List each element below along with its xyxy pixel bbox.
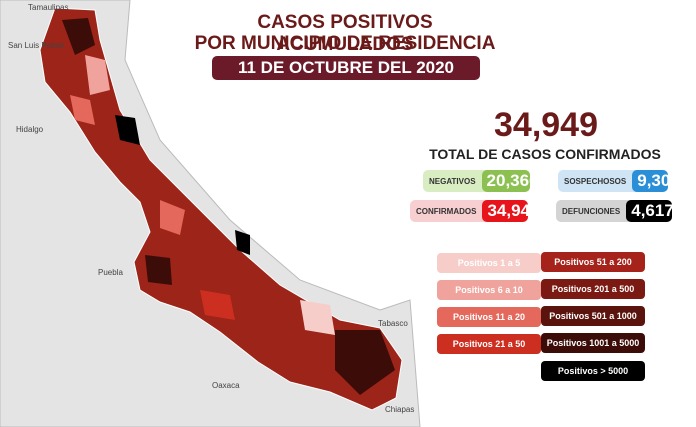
region: [335, 330, 395, 395]
region: [85, 55, 110, 95]
stat-value: 4,617: [626, 200, 672, 222]
legend-item: Positivos 21 a 50: [437, 334, 541, 354]
region: [62, 18, 95, 55]
legend-item: Positivos 1001 a 5000: [541, 333, 645, 353]
legend-item: Positivos 51 a 200: [541, 252, 645, 272]
region: [235, 230, 250, 255]
stat-value: 34,949: [482, 200, 528, 222]
map-label: Tabasco: [378, 319, 408, 328]
legend-item: Positivos 11 a 20: [437, 307, 541, 327]
region: [200, 290, 235, 320]
region: [70, 95, 95, 125]
map-label: Puebla: [98, 268, 123, 277]
map-label: Hidalgo: [16, 125, 44, 134]
region: [300, 300, 335, 335]
legend-item: Positivos 501 a 1000: [541, 306, 645, 326]
map-label: Oaxaca: [212, 381, 240, 390]
legend-item: Positivos 1 a 5: [437, 253, 541, 273]
map-label: Tamaulipas: [28, 3, 68, 12]
stat-box: DEFUNCIONES 4,617: [556, 200, 672, 222]
stat-label: CONFIRMADOS: [416, 206, 477, 216]
map-label: Chiapas: [385, 405, 414, 414]
legend-item: Positivos 6 a 10: [437, 280, 541, 300]
stat-box: NEGATIVOS 20,366: [423, 170, 530, 192]
legend-item: Positivos 201 a 500: [541, 279, 645, 299]
stat-value: 9,302: [632, 170, 668, 192]
legend-item: Positivos > 5000: [541, 361, 645, 381]
total-label: TOTAL DE CASOS CONFIRMADOS: [429, 146, 661, 162]
region: [160, 200, 185, 235]
stat-value: 20,366: [481, 170, 530, 192]
date: 11 DE OCTUBRE DEL 2020: [212, 56, 480, 80]
region: [145, 255, 172, 285]
title: POR MUNICIPIO DE RESIDENCIA: [194, 33, 496, 54]
title: CASOS POSITIVOS ACUMULADOS: [257, 12, 433, 55]
total-value: 34,949: [494, 106, 598, 144]
stat-box: CONFIRMADOS 34,949: [410, 200, 528, 222]
region: [115, 115, 140, 145]
stat-label: DEFUNCIONES: [562, 206, 621, 216]
stat-box: SOSPECHOSOS 9,302: [558, 170, 668, 192]
stat-label: SOSPECHOSOS: [564, 176, 627, 186]
map-label: San Luis Potosí: [8, 41, 65, 50]
stat-label: NEGATIVOS: [429, 176, 476, 186]
